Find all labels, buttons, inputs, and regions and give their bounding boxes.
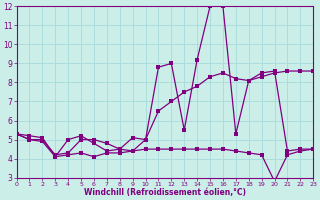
X-axis label: Windchill (Refroidissement éolien,°C): Windchill (Refroidissement éolien,°C) (84, 188, 246, 197)
